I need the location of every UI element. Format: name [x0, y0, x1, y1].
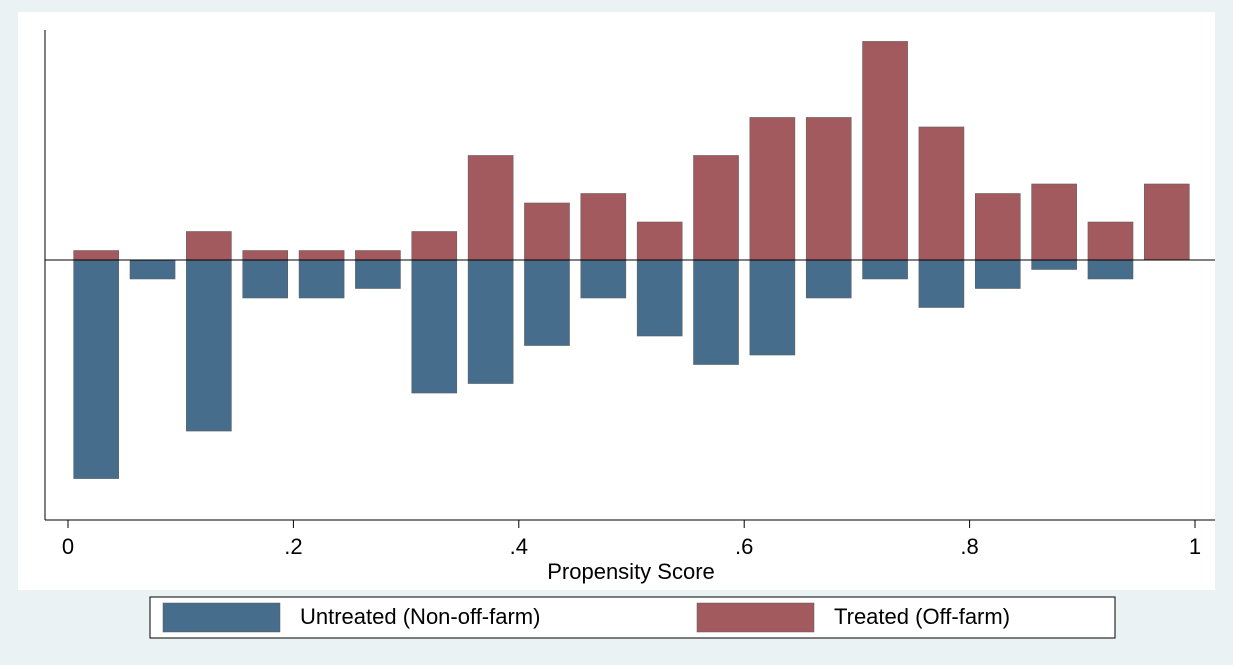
- bar: [298, 259, 345, 299]
- bar: [73, 259, 119, 479]
- bar: [749, 259, 796, 356]
- bar: [1144, 183, 1190, 261]
- legend-label: Untreated (Non-off-farm): [300, 604, 540, 629]
- bar: [580, 193, 627, 261]
- bar: [186, 231, 232, 261]
- bar: [129, 259, 176, 280]
- bar: [805, 117, 852, 261]
- bar: [862, 259, 908, 280]
- x-axis-title: Propensity Score: [547, 559, 715, 584]
- bar: [862, 41, 908, 261]
- x-tick-label: .6: [735, 534, 753, 559]
- bar: [1087, 259, 1134, 280]
- bar: [1031, 259, 1077, 270]
- bar: [693, 259, 739, 365]
- bar: [467, 155, 514, 261]
- bar: [186, 259, 232, 432]
- legend-box: [149, 596, 1116, 639]
- bar: [749, 117, 796, 261]
- bar: [242, 259, 289, 299]
- bar: [355, 259, 401, 289]
- bar: [355, 250, 401, 261]
- legend-label: Treated (Off-farm): [834, 604, 1010, 629]
- bar: [1087, 221, 1134, 261]
- x-tick-label: .8: [960, 534, 978, 559]
- x-tick-label: 1: [1189, 534, 1201, 559]
- legend-swatch: [162, 602, 281, 633]
- bar: [467, 259, 514, 384]
- bar: [524, 259, 570, 346]
- bar: [805, 259, 852, 299]
- bar: [974, 259, 1021, 289]
- bar: [242, 250, 289, 261]
- bar: [974, 193, 1021, 261]
- bar: [411, 231, 458, 261]
- bar: [918, 259, 965, 308]
- legend-swatch: [696, 602, 815, 633]
- x-tick-label: .4: [510, 534, 528, 559]
- bar: [636, 259, 683, 337]
- bar: [524, 202, 570, 261]
- bar: [411, 259, 458, 394]
- x-tick-label: 0: [62, 534, 74, 559]
- bar: [580, 259, 627, 299]
- bar: [918, 126, 965, 261]
- bar: [298, 250, 345, 261]
- bar: [73, 250, 119, 261]
- bar: [1031, 183, 1077, 261]
- bar: [636, 221, 683, 261]
- bar: [693, 155, 739, 261]
- x-tick-label: .2: [284, 534, 302, 559]
